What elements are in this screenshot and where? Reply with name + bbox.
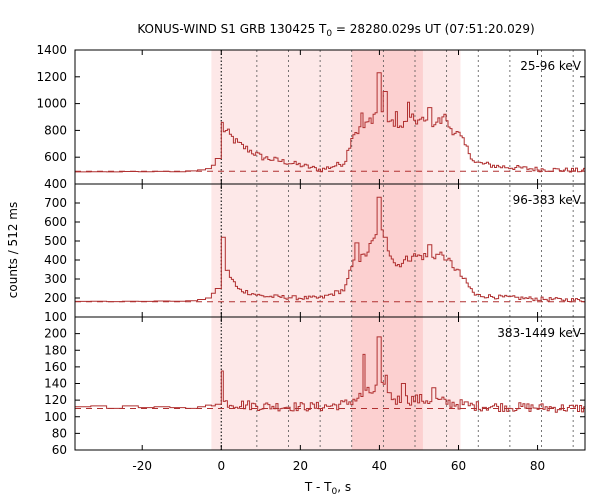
y-tick-label-1-1: 200 <box>44 291 67 305</box>
y-tick-label-2-3: 120 <box>44 393 67 407</box>
y-tick-label-2-7: 200 <box>44 327 67 341</box>
y-tick-label-0-2: 800 <box>44 123 67 137</box>
chart-title: KONUS-WIND S1 GRB 130425 T0 = 28280.029s… <box>137 22 534 39</box>
x-tick-label-5: 80 <box>530 459 545 473</box>
y-tick-label-2-2: 100 <box>44 410 67 424</box>
x-tick-label-3: 40 <box>372 459 387 473</box>
y-tick-label-0-4: 1200 <box>36 70 67 84</box>
x-tick-label-2: 20 <box>293 459 308 473</box>
y-axis-label: counts / 512 ms <box>6 202 20 298</box>
y-tick-label-2-6: 180 <box>44 343 67 357</box>
y-tick-label-1-2: 300 <box>44 272 67 286</box>
energy-band-label-2: 383-1449 keV <box>497 326 581 340</box>
y-tick-label-2-1: 80 <box>52 426 67 440</box>
light-curve-0 <box>75 72 585 173</box>
y-tick-label-2-5: 160 <box>44 360 67 374</box>
y-tick-label-1-3: 400 <box>44 253 67 267</box>
y-tick-label-1-0: 100 <box>44 310 67 324</box>
shaded-intervals <box>211 50 461 450</box>
y-tick-label-0-3: 1000 <box>36 97 67 111</box>
y-tick-label-1-6: 700 <box>44 196 67 210</box>
y-tick-label-2-0: 60 <box>52 443 67 457</box>
y-tick-label-0-0: 400 <box>44 177 67 191</box>
light-curve-1 <box>75 196 585 303</box>
y-tick-label-0-5: 1400 <box>36 43 67 57</box>
shaded-interval-0 <box>211 50 461 450</box>
energy-band-label-0: 25-96 keV <box>520 59 582 73</box>
series-layer <box>75 72 585 413</box>
x-tick-label-0: -20 <box>132 459 152 473</box>
y-tick-label-0-1: 600 <box>44 150 67 164</box>
vertical-markers <box>220 50 574 450</box>
x-tick-label-1: 0 <box>217 459 225 473</box>
y-tick-label-1-5: 600 <box>44 215 67 229</box>
y-tick-label-1-4: 500 <box>44 234 67 248</box>
light-curve-2 <box>75 336 585 413</box>
energy-band-label-1: 96-383 keV <box>513 193 582 207</box>
y-tick-label-2-4: 140 <box>44 377 67 391</box>
x-tick-label-4: 60 <box>451 459 466 473</box>
x-axis-label: T - T0, s <box>304 480 351 497</box>
